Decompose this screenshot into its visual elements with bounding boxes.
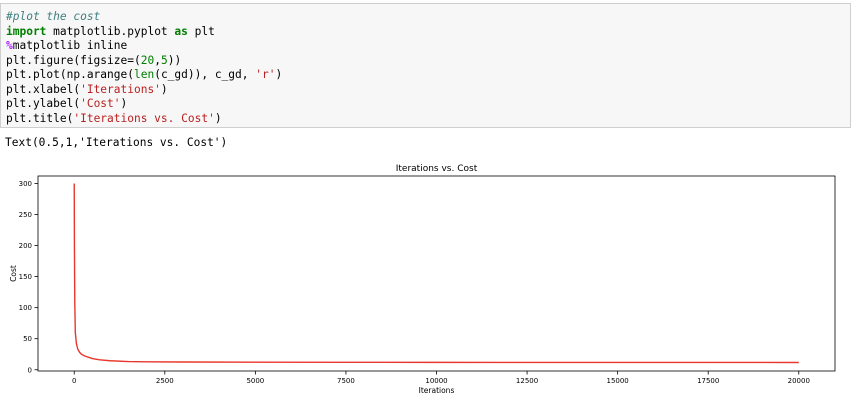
code-token: plt.figure(figsize=( [6,53,141,67]
code-token: % [6,39,13,52]
code-token: ) [120,97,128,110]
x-tick-label: 5000 [246,377,264,385]
x-tick-label: 17500 [697,377,719,385]
code-editor[interactable]: #plot the cost import matplotlib.pyplot a… [6,10,282,126]
code-token: ) [275,68,283,81]
plot-output: Iterations vs. Cost 0 2500 5000 7500 10000 125… [0,158,855,408]
code-token: 5 [160,53,168,67]
x-tick-label: 0 [72,377,76,385]
y-tick-label: 150 [19,273,32,281]
x-axis-label: Iterations [419,386,455,395]
chart-title: Iterations vs. Cost [396,164,478,174]
code-cell[interactable]: #plot the cost import matplotlib.pyplot a… [0,3,851,128]
code-line: plt.ylabel('Cost') [6,97,282,112]
code-token: ) [214,111,222,125]
code-token: matplotlib.pyplot [46,24,175,38]
y-tick-label: 50 [23,335,32,343]
code-token: 'Iterations vs. Cost' [73,111,215,125]
code-token: as [174,24,188,38]
x-tick-label: 12500 [516,377,538,385]
code-token: matplotlib inline [12,39,128,52]
x-tick-label: 10000 [425,377,447,385]
plot-frame [37,175,836,372]
code-token: )) [167,53,182,67]
code-token: plt.xlabel( [6,82,81,96]
x-tick-label: 15000 [606,377,628,385]
code-token: 'Cost' [80,97,121,110]
code-token: import [6,24,47,38]
y-tick-label: 250 [19,211,32,219]
x-tick-label: 20000 [788,377,810,385]
code-line: %matplotlib inline [6,39,282,54]
code-token: (c_gd)), c_gd, [154,68,256,81]
code-token: plt.ylabel( [6,97,81,110]
code-line: plt.xlabel('Iterations') [6,83,282,98]
code-line: plt.plot(np.arange(len(c_gd)), c_gd, 'r'… [6,68,282,83]
cell-output-text: Text(0.5,1,'Iterations vs. Cost') [5,136,228,149]
code-token: 'r' [255,68,276,81]
code-line: import matplotlib.pyplot as plt [6,25,282,40]
y-tick-label: 0 [28,366,32,374]
code-token: , [154,53,161,67]
x-tick-label: 2500 [156,377,174,385]
y-axis-label: Cost [9,265,18,282]
code-token: ) [160,82,168,96]
y-tick-label: 100 [19,304,32,312]
code-line: #plot the cost [6,10,282,25]
code-token: 'Iterations' [80,82,161,96]
x-tick-label: 7500 [337,377,355,385]
code-token: plt.plot(np.arange( [6,68,134,81]
code-token: 20 [140,53,155,67]
code-line: plt.title('Iterations vs. Cost') [6,112,282,127]
code-token: plt.title( [6,111,74,125]
y-tick-label: 300 [19,180,32,188]
code-token: plt [187,24,215,38]
cost-line [73,183,799,364]
y-tick-label: 200 [19,242,32,250]
code-token: #plot the cost [6,10,101,23]
code-line: plt.figure(figsize=(20,5)) [6,54,282,69]
code-token: len [133,68,155,81]
